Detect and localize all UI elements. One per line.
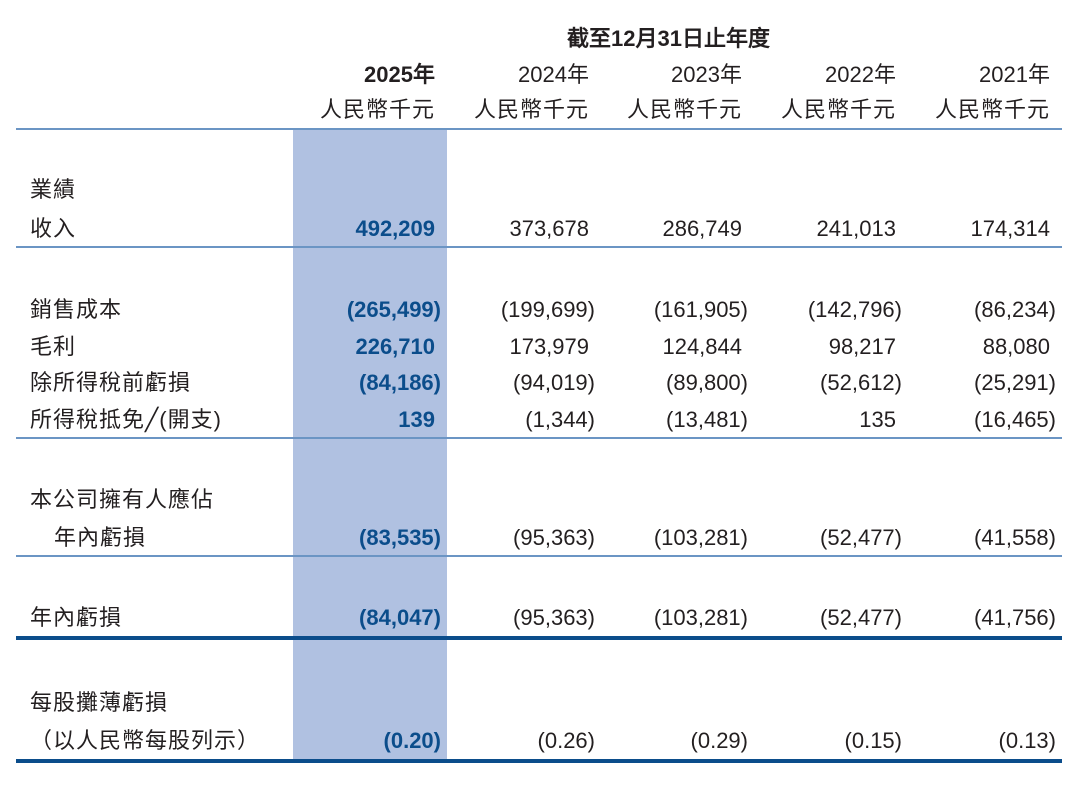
row-label: 本公司擁有人應佔 (30, 487, 215, 512)
cell-value: (265,499) (346, 297, 441, 322)
cell-value: (84,047) (359, 605, 441, 630)
row-label: 每股攤薄虧損 (30, 690, 169, 715)
cell-value: 124,844 (662, 334, 742, 359)
cell-value: (199,699) (500, 297, 595, 322)
cell-value: 373,678 (509, 216, 589, 241)
period-heading: 截至12月31日止年度 (567, 26, 770, 51)
cell-value: (89,800) (666, 370, 748, 395)
cell-value: 492,209 (355, 216, 435, 241)
divider-thick (16, 759, 1062, 763)
cell-value: 98,217 (828, 334, 896, 359)
row-label: 所得稅抵免╱(開支) (30, 407, 222, 432)
current-year-highlight (293, 130, 447, 761)
column-year: 2025年 (364, 62, 435, 87)
cell-value: (0.29) (690, 728, 748, 753)
cell-value: (103,281) (653, 525, 748, 550)
cell-value: 286,749 (662, 216, 742, 241)
row-label: 年內虧損 (30, 605, 123, 630)
row-label: （以人民幣每股列示） (30, 728, 261, 753)
cell-value: 139 (398, 407, 435, 432)
cell-value: (83,535) (359, 525, 441, 550)
cell-value: 226,710 (355, 334, 435, 359)
cell-value: (16,465) (974, 407, 1056, 432)
divider (16, 128, 1062, 130)
cell-value: (95,363) (513, 525, 595, 550)
cell-value: (0.26) (537, 728, 595, 753)
column-year: 2024年 (518, 62, 589, 87)
divider (16, 555, 1062, 557)
cell-value: (103,281) (653, 605, 748, 630)
cell-value: (94,019) (513, 370, 595, 395)
row-label: 收入 (30, 216, 77, 241)
column-unit: 人民幣千元 (626, 97, 742, 122)
divider (16, 246, 1062, 248)
cell-value: 88,080 (982, 334, 1050, 359)
divider-thick (16, 636, 1062, 640)
row-label: 毛利 (30, 334, 77, 359)
cell-value: (41,558) (974, 525, 1056, 550)
cell-value: (0.20) (383, 728, 441, 753)
row-label: 銷售成本 (30, 297, 123, 322)
cell-value: (25,291) (974, 370, 1056, 395)
cell-value: (86,234) (974, 297, 1056, 322)
column-unit: 人民幣千元 (780, 97, 896, 122)
cell-value: (95,363) (513, 605, 595, 630)
cell-value: 174,314 (970, 216, 1050, 241)
cell-value: (52,477) (820, 605, 902, 630)
cell-value: 241,013 (816, 216, 896, 241)
column-unit: 人民幣千元 (319, 97, 435, 122)
cell-value: (84,186) (359, 370, 441, 395)
divider (16, 437, 1062, 439)
column-year: 2023年 (671, 62, 742, 87)
column-year: 2022年 (825, 62, 896, 87)
row-label: 年內虧損 (54, 525, 147, 550)
cell-value: 173,979 (509, 334, 589, 359)
cell-value: 135 (859, 407, 896, 432)
cell-value: (52,612) (820, 370, 902, 395)
cell-value: (52,477) (820, 525, 902, 550)
row-label: 業績 (30, 177, 77, 202)
cell-value: (0.15) (844, 728, 902, 753)
cell-value: (161,905) (653, 297, 748, 322)
cell-value: (142,796) (807, 297, 902, 322)
cell-value: (13,481) (666, 407, 748, 432)
cell-value: (1,344) (525, 407, 595, 432)
column-unit: 人民幣千元 (934, 97, 1050, 122)
column-unit: 人民幣千元 (473, 97, 589, 122)
row-label: 除所得稅前虧損 (30, 370, 192, 395)
cell-value: (41,756) (974, 605, 1056, 630)
cell-value: (0.13) (998, 728, 1056, 753)
column-year: 2021年 (979, 62, 1050, 87)
